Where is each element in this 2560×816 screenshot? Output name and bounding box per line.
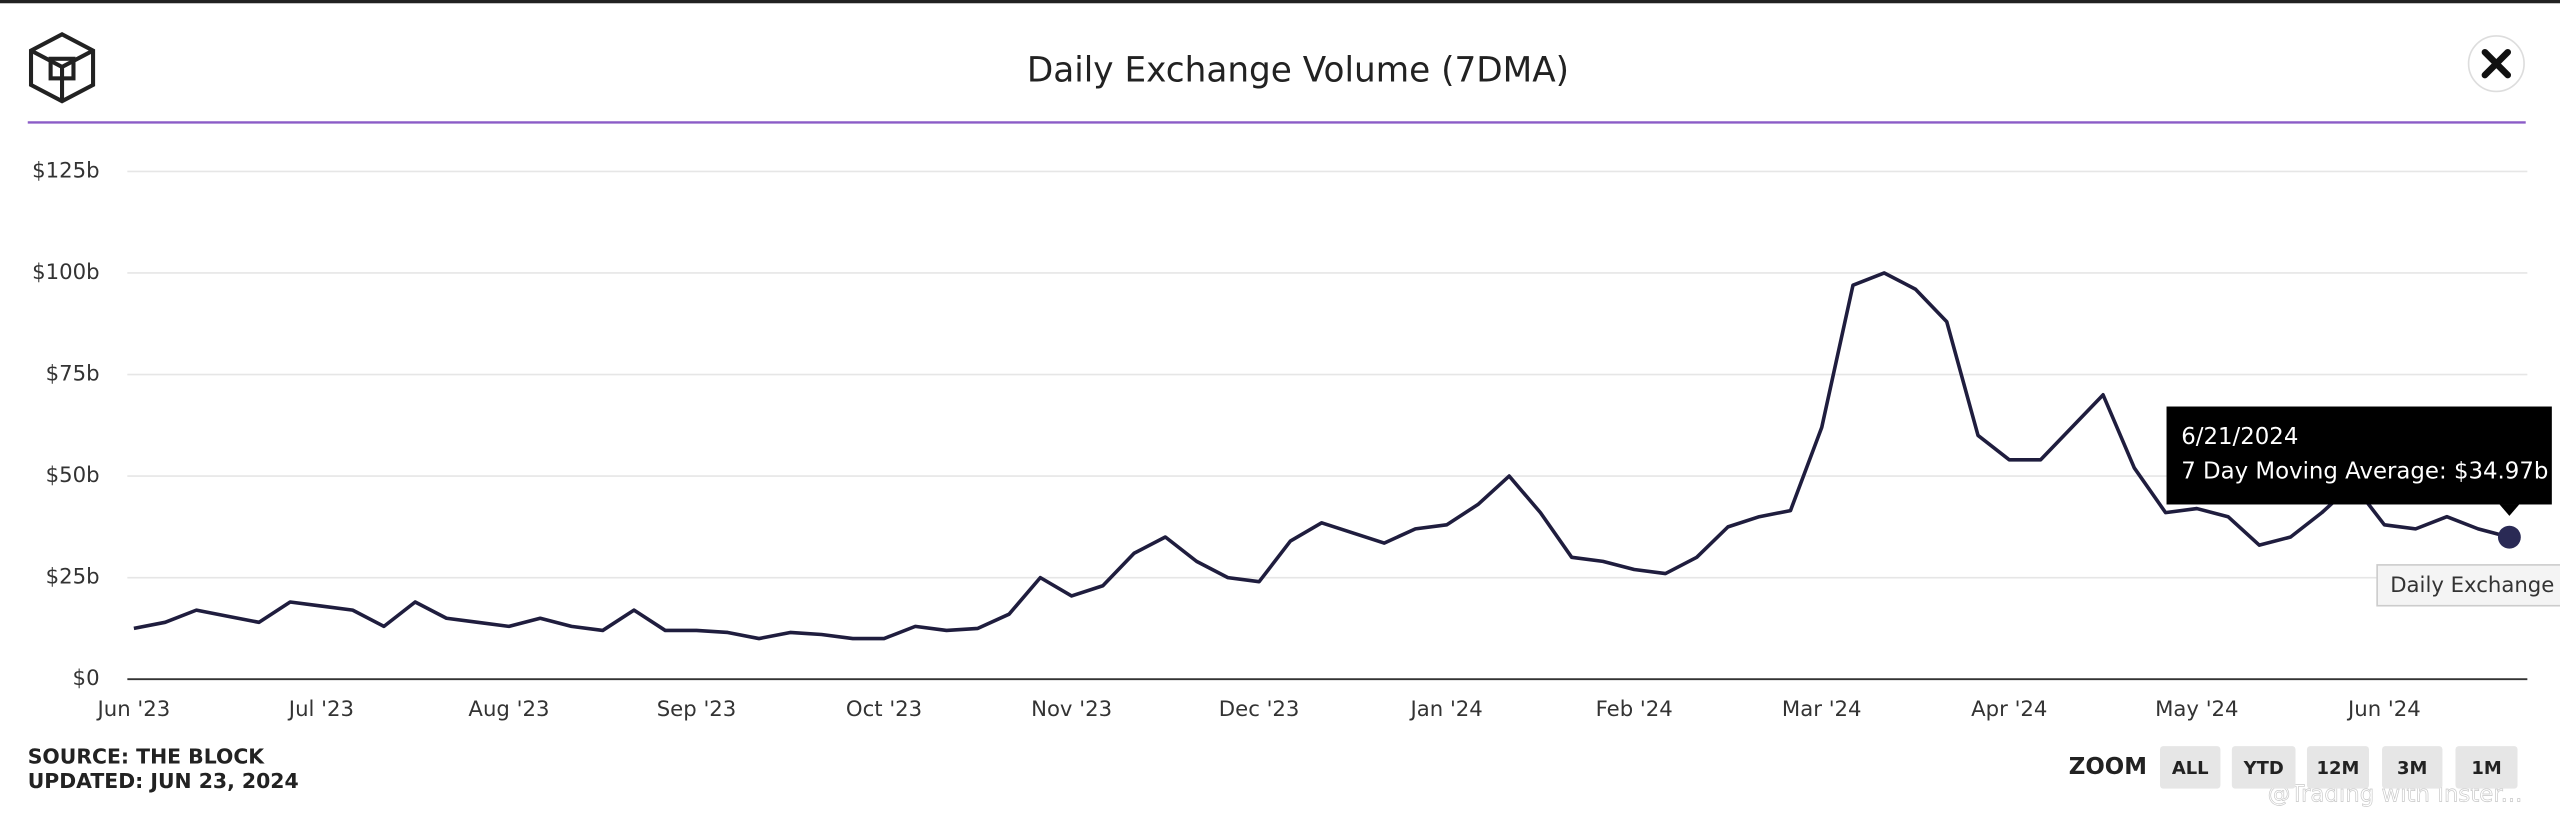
tooltip-date: 6/21/2024 (2181, 424, 2298, 450)
zoom-button[interactable]: 1M (2455, 746, 2518, 789)
legend: Daily Exchange Volume (2376, 564, 2560, 607)
x-tick-label: Jul '23 (287, 697, 354, 722)
zoom-button-label[interactable]: 1M (2471, 758, 2501, 779)
legend-label: Daily Exchange Volume (2390, 573, 2560, 598)
x-tick-label: Apr '24 (1971, 697, 2047, 722)
zoom-button-bg[interactable] (2382, 746, 2443, 789)
close-button[interactable] (2467, 35, 2525, 93)
zoom-button-label[interactable]: ALL (2172, 758, 2209, 779)
y-tick-label: $25b (46, 565, 100, 590)
source: SOURCE: THE BLOCK (28, 745, 266, 769)
y-tick-label: $100b (32, 260, 99, 285)
zoom-button-label[interactable]: 12M (2317, 758, 2360, 779)
updated: UPDATED: JUN 23, 2024 (28, 769, 299, 793)
y-tick-label: $0 (73, 666, 100, 691)
y-tick-label: $75b (46, 362, 100, 387)
zoom-button-label[interactable]: YTD (2243, 758, 2284, 779)
top-border (0, 0, 2560, 4)
tooltip: 6/21/2024 7 Day Moving Average: $34.97b (2166, 406, 2552, 516)
x-tick-label: Mar '24 (1782, 697, 1862, 722)
tooltip-pointer (2499, 504, 2520, 516)
x-tick-label: May '24 (2155, 697, 2238, 722)
zoom-button-bg[interactable] (2306, 746, 2369, 789)
y-tick-label: $50b (46, 463, 100, 488)
zoom-button[interactable]: 3M (2382, 746, 2443, 789)
x-tick-label: Dec '23 (1219, 697, 1300, 722)
zoom-button[interactable]: YTD (2231, 746, 2296, 789)
zoom-button-bg[interactable] (2160, 746, 2221, 789)
x-tick-label: Jun '23 (96, 697, 171, 722)
zoom-button-bg[interactable] (2231, 746, 2296, 789)
zoom-button-label[interactable]: 3M (2397, 758, 2427, 779)
zoom-label: ZOOM (2069, 754, 2147, 780)
line-series (133, 271, 2510, 641)
y-tick-label: $125b (32, 158, 99, 183)
legend-box (2376, 564, 2560, 607)
x-tick-label: Jun '24 (2346, 697, 2421, 722)
logo (28, 31, 96, 104)
zoom-button[interactable]: 12M (2306, 746, 2369, 789)
x-tick-label: Jan '24 (1409, 697, 1483, 722)
hover-marker (2497, 525, 2521, 549)
chart-title: Daily Exchange Volume (7DMA) (1027, 50, 1569, 90)
zoom-button-bg[interactable] (2455, 746, 2518, 789)
zoom-button[interactable]: ALL (2160, 746, 2221, 789)
tooltip-value: 7 Day Moving Average: $34.97b (2181, 458, 2548, 484)
tooltip-box (2166, 406, 2552, 505)
x-tick-label: Oct '23 (846, 697, 922, 722)
x-tick-label: Nov '23 (1031, 697, 1112, 722)
x-tick-label: Aug '23 (468, 697, 549, 722)
x-tick-label: Feb '24 (1596, 697, 1673, 722)
x-tick-label: Sep '23 (657, 697, 737, 722)
